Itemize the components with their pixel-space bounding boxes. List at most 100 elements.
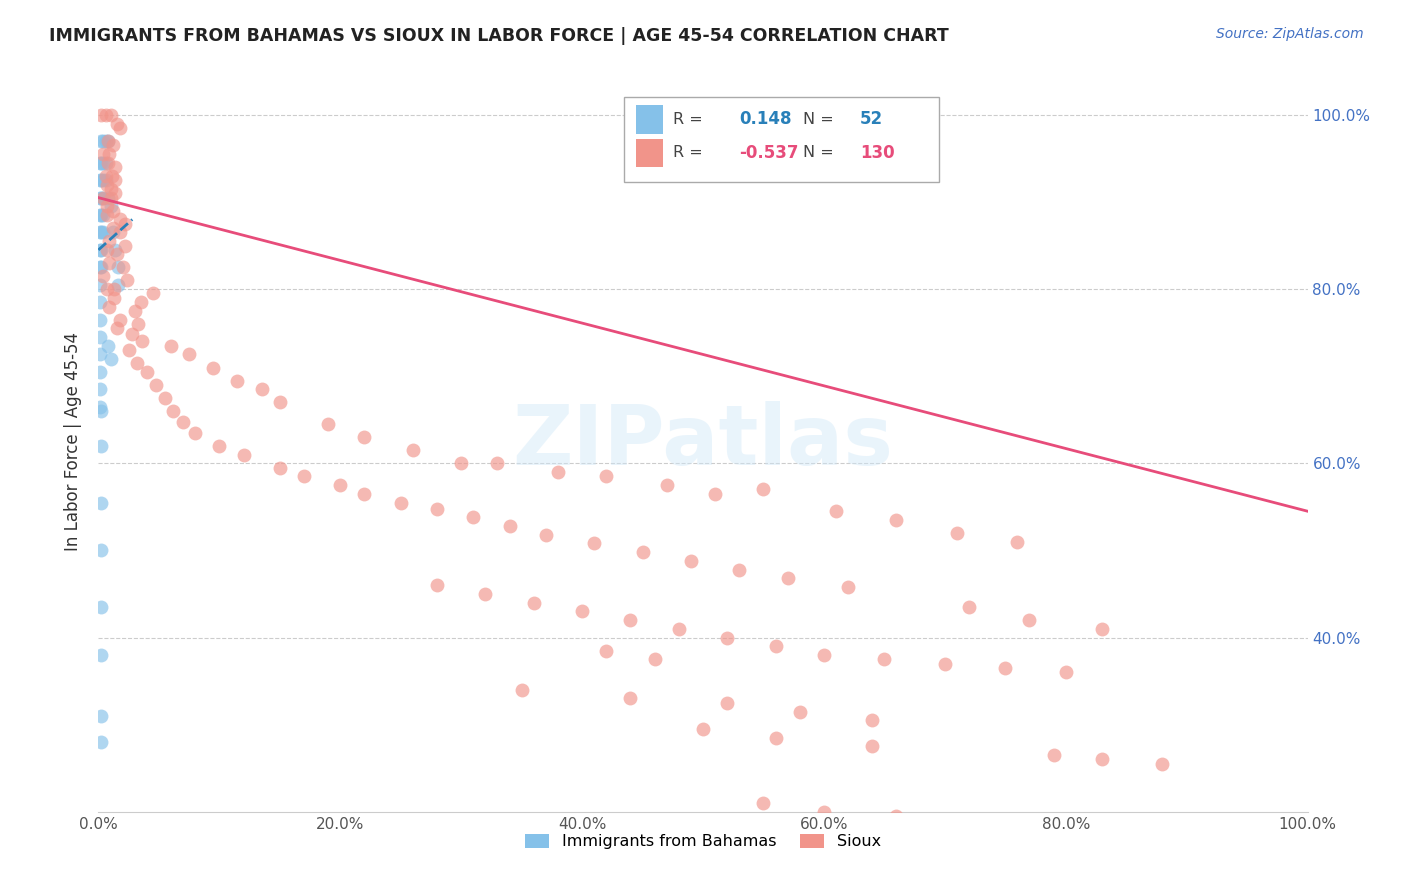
Bar bbox=[637, 139, 664, 167]
Point bbox=[463, 510, 485, 524]
Point bbox=[89, 330, 111, 344]
FancyBboxPatch shape bbox=[624, 97, 939, 183]
Point bbox=[90, 439, 112, 453]
Point bbox=[127, 317, 149, 331]
Point bbox=[595, 643, 617, 657]
Point bbox=[94, 173, 117, 187]
Point bbox=[90, 735, 112, 749]
Point bbox=[98, 234, 121, 248]
Point bbox=[1054, 665, 1077, 680]
Point bbox=[728, 874, 751, 888]
Point bbox=[668, 865, 690, 880]
Point bbox=[153, 391, 176, 405]
Point bbox=[752, 483, 775, 497]
Point bbox=[90, 226, 112, 240]
Point bbox=[100, 351, 122, 366]
Point bbox=[89, 260, 111, 275]
Point bbox=[91, 173, 114, 187]
Point bbox=[105, 321, 128, 335]
Point bbox=[886, 809, 908, 823]
Point bbox=[226, 374, 249, 388]
Point bbox=[523, 596, 546, 610]
Point bbox=[100, 199, 122, 213]
Point bbox=[1152, 756, 1174, 771]
Point bbox=[100, 182, 122, 196]
Point bbox=[118, 343, 141, 357]
Point bbox=[91, 134, 114, 148]
Point bbox=[104, 243, 127, 257]
Point bbox=[813, 805, 835, 819]
Point bbox=[1152, 829, 1174, 843]
Point bbox=[98, 147, 121, 161]
Point bbox=[105, 117, 128, 131]
Point bbox=[98, 256, 121, 270]
Point bbox=[692, 722, 714, 736]
Point bbox=[96, 178, 118, 192]
Point bbox=[474, 587, 496, 601]
Point bbox=[89, 365, 111, 379]
Point bbox=[90, 260, 112, 275]
Point bbox=[583, 536, 606, 550]
Point bbox=[90, 243, 112, 257]
Point bbox=[90, 173, 112, 187]
Point bbox=[103, 291, 125, 305]
Point bbox=[90, 495, 112, 509]
Text: 52: 52 bbox=[860, 111, 883, 128]
Point bbox=[1007, 534, 1029, 549]
Point bbox=[329, 478, 352, 492]
Point bbox=[353, 487, 375, 501]
Point bbox=[111, 260, 134, 275]
Point bbox=[644, 652, 666, 666]
Point bbox=[232, 448, 254, 462]
Point bbox=[571, 604, 593, 618]
Point bbox=[89, 243, 111, 257]
Point bbox=[90, 208, 112, 222]
Point bbox=[101, 203, 124, 218]
Point bbox=[886, 513, 908, 527]
Point bbox=[269, 460, 291, 475]
Point bbox=[107, 277, 129, 292]
Point bbox=[129, 295, 152, 310]
Point bbox=[107, 260, 129, 275]
Text: ZIPatlas: ZIPatlas bbox=[513, 401, 893, 482]
Point bbox=[91, 156, 114, 170]
Point bbox=[90, 709, 112, 723]
Point bbox=[789, 705, 811, 719]
Point bbox=[208, 439, 231, 453]
Point bbox=[98, 300, 121, 314]
Point bbox=[426, 578, 449, 592]
Y-axis label: In Labor Force | Age 45-54: In Labor Force | Age 45-54 bbox=[65, 332, 83, 551]
Point bbox=[716, 631, 738, 645]
Point bbox=[97, 134, 120, 148]
Point bbox=[1199, 832, 1222, 847]
Point bbox=[316, 417, 339, 431]
Point bbox=[94, 108, 117, 122]
Point bbox=[90, 156, 112, 170]
Point bbox=[89, 156, 111, 170]
Point bbox=[103, 282, 125, 296]
Legend: Immigrants from Bahamas, Sioux: Immigrants from Bahamas, Sioux bbox=[519, 827, 887, 855]
Point bbox=[89, 173, 111, 187]
Point bbox=[127, 356, 149, 370]
Bar bbox=[637, 105, 664, 134]
Point bbox=[655, 478, 678, 492]
Point bbox=[91, 208, 114, 222]
Text: 130: 130 bbox=[860, 144, 894, 161]
Point bbox=[202, 360, 225, 375]
Point bbox=[90, 404, 112, 418]
Point bbox=[96, 208, 118, 222]
Point bbox=[89, 191, 111, 205]
Point bbox=[179, 347, 201, 361]
Point bbox=[752, 796, 775, 810]
Point bbox=[389, 495, 412, 509]
Point bbox=[668, 622, 690, 636]
Point bbox=[619, 691, 641, 706]
Point bbox=[108, 226, 131, 240]
Point bbox=[934, 657, 956, 671]
Point bbox=[89, 277, 111, 292]
Point bbox=[426, 501, 449, 516]
Point bbox=[89, 382, 111, 396]
Point bbox=[96, 282, 118, 296]
Point bbox=[184, 425, 207, 440]
Point bbox=[96, 243, 118, 257]
